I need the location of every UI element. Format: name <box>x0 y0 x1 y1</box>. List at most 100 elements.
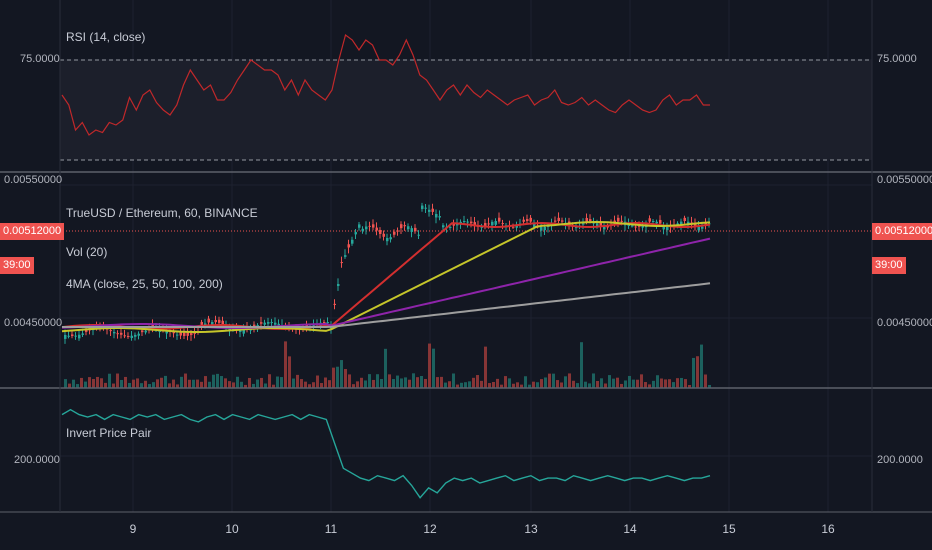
volume-bar <box>704 374 707 388</box>
x-tick-label: 16 <box>821 522 835 536</box>
volume-bar <box>420 375 423 388</box>
candle-body <box>365 226 368 230</box>
candle-body <box>109 330 112 332</box>
volume-bar <box>408 379 411 388</box>
candle-body <box>239 329 242 333</box>
price-top-label-left: 0.00550000 <box>4 174 63 186</box>
candle-body <box>200 321 203 325</box>
volume-bar <box>488 383 491 388</box>
volume-bar <box>320 383 323 388</box>
candle-body <box>666 226 669 231</box>
volume-bar <box>460 382 463 388</box>
volume-bar <box>288 356 291 388</box>
candle-body <box>116 333 119 335</box>
volume-bar <box>540 379 543 388</box>
volume-bar <box>640 374 643 388</box>
candle-body <box>512 226 515 228</box>
candle-body <box>694 223 697 226</box>
candle-body <box>232 328 235 330</box>
candle-body <box>274 322 277 325</box>
candle-body <box>393 231 396 235</box>
candle-body <box>449 226 452 228</box>
volume-bar <box>428 343 431 388</box>
candle-body <box>67 335 70 337</box>
candle-body <box>190 333 193 336</box>
candle-body <box>263 322 266 325</box>
rsi-band-fill <box>60 60 872 160</box>
candle-body <box>144 330 147 333</box>
candle-body <box>137 333 140 336</box>
volume-bar <box>548 373 551 388</box>
volume-bar <box>648 384 651 388</box>
volume-bar <box>104 382 107 388</box>
volume-bar <box>384 348 387 388</box>
volume-bar <box>220 376 223 388</box>
volume-bar <box>464 382 467 388</box>
volume-bar <box>444 382 447 388</box>
volume-bar <box>552 373 555 388</box>
rsi-axis-label-left: 75.0000 <box>20 53 60 65</box>
candle-body <box>641 225 644 228</box>
ma25-line <box>61 221 711 331</box>
invert-axis-label-left: 200.0000 <box>14 454 60 466</box>
candle-body <box>599 222 602 226</box>
volume-bar <box>596 380 599 388</box>
volume-bar <box>132 379 135 388</box>
countdown-tag-left: 39:00 <box>0 257 34 274</box>
volume-bar <box>76 384 79 388</box>
volume-bar <box>580 342 583 388</box>
volume-bar <box>680 377 683 388</box>
candle-body <box>606 226 609 228</box>
volume-bar <box>616 377 619 388</box>
price-pane <box>60 202 872 388</box>
candle-body <box>655 221 658 224</box>
volume-bar <box>628 375 631 388</box>
volume-bar <box>296 374 299 388</box>
volume-bar <box>368 374 371 388</box>
candle-body <box>113 331 116 334</box>
x-tick-label: 14 <box>623 522 637 536</box>
volume-bar <box>140 383 143 388</box>
volume-bar <box>456 384 459 388</box>
candle-body <box>463 221 466 223</box>
volume-bar <box>404 377 407 388</box>
candle-body <box>652 221 655 223</box>
volume-bar <box>696 356 699 388</box>
volume-bar <box>708 384 711 388</box>
volume-bar <box>284 341 287 388</box>
volume-bar <box>452 373 455 388</box>
x-tick-label: 11 <box>324 522 338 536</box>
candle-body <box>186 331 189 336</box>
volume-bar <box>700 344 703 388</box>
volume-bar <box>72 379 75 388</box>
candle-body <box>337 284 340 287</box>
candle-body <box>540 226 543 231</box>
volume-bar <box>332 367 335 388</box>
volume-bar <box>124 376 127 388</box>
volume-bar <box>524 376 527 388</box>
price-mid-label-right: 0.00450000 <box>877 317 932 329</box>
candle-body <box>127 335 130 337</box>
candle-body <box>452 222 455 226</box>
volume-bar <box>528 384 531 388</box>
candle-body <box>396 230 399 232</box>
moving-average-label: 4MA (close, 25, 50, 100, 200) <box>66 277 223 291</box>
volume-bar <box>492 381 495 388</box>
volume-bar <box>424 378 427 388</box>
candle-body <box>375 227 378 231</box>
candle-body <box>410 228 413 232</box>
x-tick-label: 12 <box>423 522 437 536</box>
candle-body <box>428 209 431 212</box>
candle-body <box>617 217 620 222</box>
volume-label: Vol (20) <box>66 245 108 259</box>
candle-body <box>207 318 210 323</box>
candle-body <box>704 222 707 226</box>
candle-body <box>589 219 592 222</box>
candle-body <box>85 329 88 332</box>
candle-body <box>74 335 77 337</box>
volume-bar <box>116 373 119 388</box>
volume-bar <box>204 376 207 388</box>
volume-bar <box>312 382 315 388</box>
candle-body <box>456 223 459 226</box>
